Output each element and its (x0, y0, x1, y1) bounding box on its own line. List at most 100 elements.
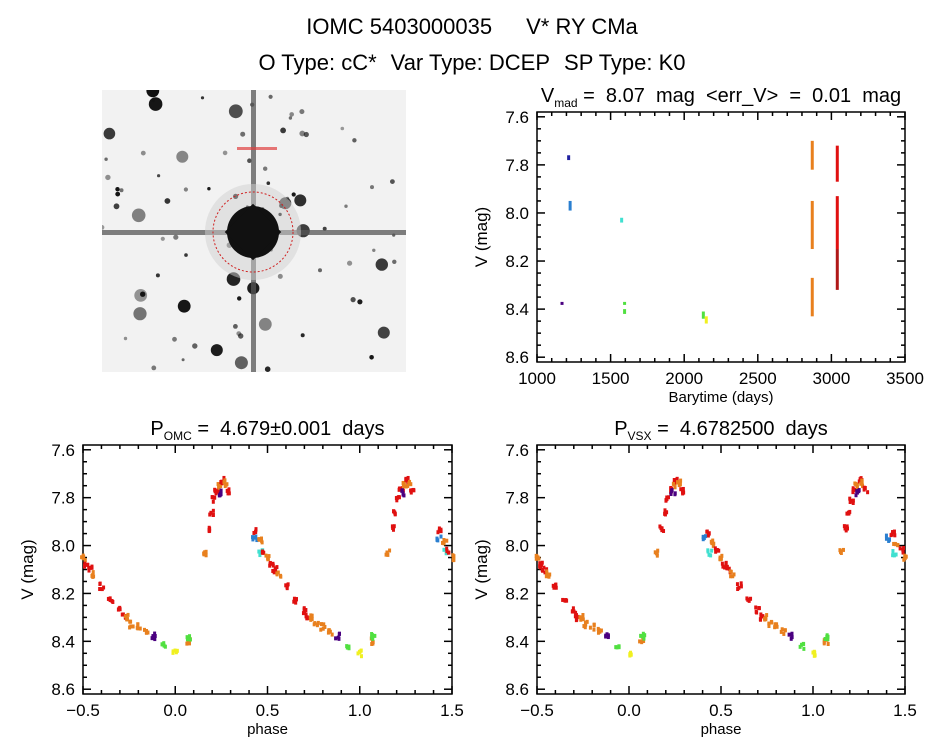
label-mark (237, 147, 277, 150)
data-point (854, 493, 858, 498)
data-point (723, 565, 727, 570)
data-point (838, 548, 842, 553)
chart-title: POMC = 4.679±0.001 days (150, 418, 384, 443)
data-point (783, 628, 787, 633)
data-point (83, 561, 87, 566)
data-point (545, 567, 549, 572)
data-point (863, 486, 867, 491)
data-point (126, 612, 130, 617)
data-point (442, 547, 446, 552)
data-point (606, 635, 610, 640)
data-segment (623, 301, 627, 305)
data-point (80, 555, 84, 560)
data-point (271, 561, 275, 566)
star (155, 273, 160, 278)
star (264, 366, 271, 372)
data-point (826, 637, 830, 642)
data-point (552, 585, 556, 590)
data-point (710, 548, 714, 553)
data-point (538, 565, 542, 570)
data-point (292, 596, 296, 601)
data-point (121, 612, 125, 617)
data-point (397, 486, 401, 491)
data-point (731, 574, 735, 579)
data-point (393, 512, 397, 517)
data-point (604, 634, 608, 639)
title-subscript: VSX (628, 429, 652, 443)
data-point (408, 479, 412, 484)
data-point (714, 549, 718, 554)
data-point (386, 552, 390, 557)
data-point (767, 621, 771, 626)
data-point (252, 530, 256, 535)
data-point (409, 490, 413, 495)
data-point (402, 484, 406, 489)
star (104, 157, 108, 161)
data-point (665, 510, 669, 515)
data-point (845, 524, 849, 529)
data-point (728, 569, 732, 574)
x-tick-label: 1.0 (801, 701, 825, 720)
data-point (839, 550, 843, 555)
data-point (588, 625, 592, 630)
data-point (896, 543, 900, 548)
data-point (540, 560, 544, 565)
data-point (163, 644, 167, 649)
data-point (759, 615, 763, 620)
data-point (211, 508, 215, 513)
data-point (540, 562, 544, 567)
data-point (848, 496, 852, 501)
data-point (759, 612, 763, 617)
data-point (188, 637, 192, 642)
title-rest: = 8.07 mag <err_V> = 0.01 mag (578, 85, 902, 107)
star (370, 185, 374, 190)
var-type: Var Type: DCEP (390, 50, 551, 75)
data-point (669, 491, 673, 496)
data-point (638, 639, 642, 644)
data-point (153, 637, 157, 642)
star (210, 344, 223, 357)
star (288, 116, 293, 120)
star (240, 131, 246, 137)
data-point (854, 482, 858, 487)
data-point (275, 571, 279, 576)
star (238, 333, 244, 339)
data-point (278, 573, 282, 578)
title-rest: = 4.6782500 days (652, 418, 828, 440)
data-point (90, 565, 94, 570)
data-point (251, 535, 255, 540)
star (133, 307, 147, 321)
data-point (185, 641, 189, 646)
data-point (313, 621, 317, 626)
data-point (436, 530, 440, 535)
data-point (736, 587, 740, 592)
data-point (175, 648, 179, 653)
data-point (208, 512, 212, 517)
data-point (260, 540, 264, 545)
star (177, 299, 191, 313)
y-tick-label: 7.6 (505, 441, 529, 460)
star (103, 127, 116, 140)
data-point (373, 633, 377, 638)
star (115, 191, 121, 197)
data-point (701, 537, 705, 542)
data-point (445, 546, 449, 551)
data-point (599, 628, 603, 633)
data-point (727, 566, 731, 571)
data-point (710, 541, 714, 546)
data-point (128, 619, 132, 624)
data-point (773, 625, 777, 630)
data-point (217, 489, 221, 494)
data-point (219, 484, 223, 489)
data-point (309, 613, 313, 618)
data-point (729, 574, 733, 579)
star (268, 94, 273, 99)
data-point (860, 478, 864, 483)
star (392, 259, 397, 264)
data-point (90, 573, 94, 578)
data-point (739, 581, 743, 586)
data-point (574, 618, 578, 623)
data-point (847, 510, 851, 515)
x-tick-label: −0.5 (66, 701, 100, 720)
data-point (663, 508, 667, 513)
